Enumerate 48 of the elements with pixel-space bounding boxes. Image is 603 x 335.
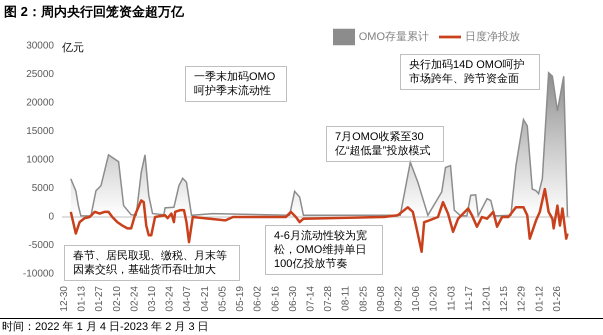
text: 时间：2022 年 1 月 4 日-2023 年 2 月 3 日 — [0, 318, 603, 334]
x-tick-label: 01-12 — [534, 286, 546, 312]
x-tick-label: 03-24 — [164, 286, 176, 312]
x-tick-label: 09-22 — [393, 286, 404, 312]
y-tick-label: 15000 — [26, 126, 54, 137]
annotation: 一季末加码OMO呵护季末流动性 — [185, 66, 287, 102]
x-tick-label: 07-14 — [305, 286, 316, 312]
x-tick-label: 10-20 — [428, 286, 440, 312]
annotation: 4-6月流动性较为宽松，OMO维持单日100亿投放节奏 — [265, 225, 383, 275]
annotation: 春节、居民取现、缴税、月末等因素交织，基础货币吞吐加大 — [64, 245, 240, 281]
x-tick-label: 01-13 — [76, 286, 88, 312]
x-tick-label: 10-06 — [411, 286, 422, 312]
x-tick-label: 05-05 — [217, 286, 228, 312]
y-tick-label: 10000 — [26, 154, 54, 166]
x-tick-label: 02-10 — [112, 286, 123, 312]
y-axis-title: 亿元 — [62, 41, 84, 55]
x-tick-label: 04-07 — [182, 286, 194, 312]
y-tick-label: 5000 — [32, 183, 54, 194]
legend-label: 日度净投放 — [465, 30, 520, 43]
legend-label: OMO存量累计 — [358, 30, 429, 43]
chart-title: 图 2：周内央行回笼资金超万亿 — [4, 3, 184, 21]
x-tick-label: 12-15 — [499, 286, 510, 312]
x-tick-label: 12-30 — [59, 286, 70, 312]
y-tick-label: 0 — [48, 212, 54, 222]
x-tick-label: 02-24 — [129, 286, 140, 312]
x-tick-label: 08-25 — [358, 286, 370, 312]
y-tick-label: -10000 — [22, 268, 54, 280]
x-tick-label: 01-26 — [552, 286, 563, 312]
annotation: 央行加码14D OMO呵护市场跨年、跨节资金面 — [400, 54, 540, 90]
y-tick-label: 30000 — [26, 40, 54, 52]
x-tick-label: 01-27 — [94, 286, 106, 312]
x-tick-label: 07-28 — [323, 286, 334, 312]
x-tick-label: 08-11 — [340, 286, 352, 311]
x-tick-label: 11-17 — [464, 286, 475, 311]
x-tick-label: 04-21 — [200, 286, 211, 312]
y-tick-label: -5000 — [28, 240, 54, 251]
x-tick-label: 06-02 — [252, 286, 264, 312]
x-tick-label: 06-30 — [288, 286, 299, 312]
x-tick-label: 11-03 — [446, 286, 458, 311]
x-tick-label: 09-08 — [376, 286, 387, 312]
x-tick-label: 06-16 — [270, 286, 282, 312]
x-tick-label: 12-01 — [482, 286, 493, 312]
y-tick-label: 20000 — [26, 98, 54, 108]
x-tick-label: 12-29 — [516, 286, 528, 312]
x-tick-label: 05-19 — [235, 286, 246, 312]
annotation: 7月OMO收紧至30亿“超低量”投放模式 — [326, 126, 444, 162]
y-tick-label: 25000 — [26, 69, 54, 80]
x-tick-label: 03-10 — [147, 286, 158, 312]
